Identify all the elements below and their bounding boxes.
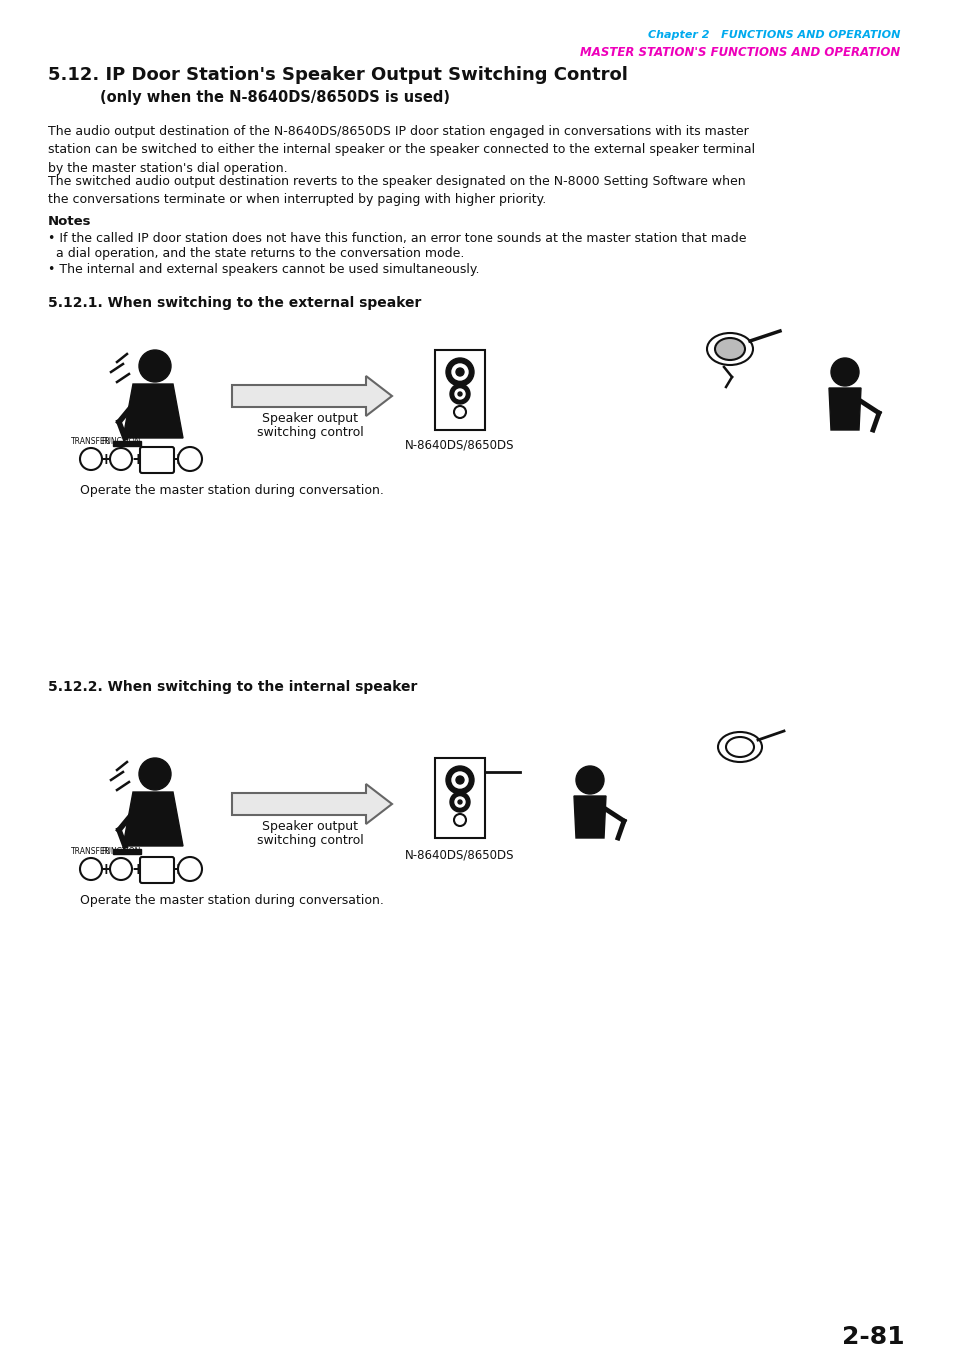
Text: (only when the N-8640DS/8650DS is used): (only when the N-8640DS/8650DS is used) <box>100 90 450 105</box>
Text: 1: 1 <box>185 452 194 466</box>
Text: Operate the master station during conversation.: Operate the master station during conver… <box>80 485 383 497</box>
Polygon shape <box>123 792 183 846</box>
Circle shape <box>454 406 465 418</box>
Bar <box>435 350 484 431</box>
Circle shape <box>450 383 470 404</box>
Text: 5.12.2. When switching to the internal speaker: 5.12.2. When switching to the internal s… <box>48 680 417 694</box>
Ellipse shape <box>725 737 753 757</box>
Text: */▼: */▼ <box>149 864 165 873</box>
Circle shape <box>178 447 202 471</box>
Circle shape <box>80 859 102 880</box>
Circle shape <box>457 392 461 396</box>
Polygon shape <box>574 796 605 838</box>
Circle shape <box>446 358 474 386</box>
Circle shape <box>452 364 468 379</box>
Text: +: + <box>132 861 144 876</box>
Text: +: + <box>99 451 112 467</box>
Circle shape <box>139 350 171 382</box>
Circle shape <box>80 448 102 470</box>
Circle shape <box>456 369 463 377</box>
Circle shape <box>830 358 858 386</box>
Text: 2-81: 2-81 <box>841 1324 904 1349</box>
Ellipse shape <box>714 338 744 360</box>
Text: TRANSFER: TRANSFER <box>71 437 111 446</box>
Polygon shape <box>232 784 392 824</box>
Text: +: + <box>99 861 112 876</box>
Text: Chapter 2   FUNCTIONS AND OPERATION: Chapter 2 FUNCTIONS AND OPERATION <box>647 30 899 40</box>
Text: • The internal and external speakers cannot be used simultaneously.: • The internal and external speakers can… <box>48 263 479 275</box>
Circle shape <box>456 776 463 784</box>
Text: FUNCTION: FUNCTION <box>101 846 140 856</box>
Text: 0: 0 <box>185 863 194 876</box>
Text: */▼: */▼ <box>149 454 165 464</box>
Circle shape <box>452 772 468 788</box>
Circle shape <box>457 801 461 805</box>
Ellipse shape <box>706 333 752 364</box>
Polygon shape <box>828 387 861 431</box>
Ellipse shape <box>718 732 761 761</box>
Text: N-8640DS/8650DS: N-8640DS/8650DS <box>405 437 515 451</box>
Text: FUNCTION: FUNCTION <box>101 437 140 446</box>
Text: 5.12.1. When switching to the external speaker: 5.12.1. When switching to the external s… <box>48 296 421 310</box>
Text: switching control: switching control <box>256 427 363 439</box>
FancyBboxPatch shape <box>140 857 173 883</box>
Circle shape <box>454 814 465 826</box>
Text: • If the called IP door station does not have this function, an error tone sound: • If the called IP door station does not… <box>48 232 745 244</box>
Text: The switched audio output destination reverts to the speaker designated on the N: The switched audio output destination re… <box>48 176 745 207</box>
Text: Speaker output: Speaker output <box>262 819 357 833</box>
Circle shape <box>139 757 171 790</box>
Circle shape <box>576 765 603 794</box>
Circle shape <box>455 796 464 807</box>
Polygon shape <box>123 383 183 437</box>
Text: Speaker output: Speaker output <box>262 412 357 425</box>
Text: Operate the master station during conversation.: Operate the master station during conver… <box>80 894 383 907</box>
Text: MASTER STATION'S FUNCTIONS AND OPERATION: MASTER STATION'S FUNCTIONS AND OPERATION <box>579 46 899 59</box>
Text: +: + <box>172 451 184 467</box>
Bar <box>435 757 484 838</box>
Bar <box>112 441 141 446</box>
Text: N-8640DS/8650DS: N-8640DS/8650DS <box>405 848 515 861</box>
Circle shape <box>455 389 464 400</box>
Text: The audio output destination of the N-8640DS/8650DS IP door station engaged in c: The audio output destination of the N-86… <box>48 126 755 176</box>
Text: +: + <box>172 861 184 876</box>
Circle shape <box>110 859 132 880</box>
Circle shape <box>450 792 470 811</box>
Text: switching control: switching control <box>256 834 363 846</box>
Circle shape <box>446 765 474 794</box>
FancyBboxPatch shape <box>140 447 173 472</box>
Bar <box>112 849 141 855</box>
Polygon shape <box>232 377 392 416</box>
Text: Notes: Notes <box>48 215 91 228</box>
Circle shape <box>178 857 202 882</box>
Text: TRANSFER: TRANSFER <box>71 846 111 856</box>
Circle shape <box>110 448 132 470</box>
Text: a dial operation, and the state returns to the conversation mode.: a dial operation, and the state returns … <box>48 247 464 261</box>
Text: 5.12. IP Door Station's Speaker Output Switching Control: 5.12. IP Door Station's Speaker Output S… <box>48 66 627 84</box>
Text: +: + <box>132 451 144 467</box>
